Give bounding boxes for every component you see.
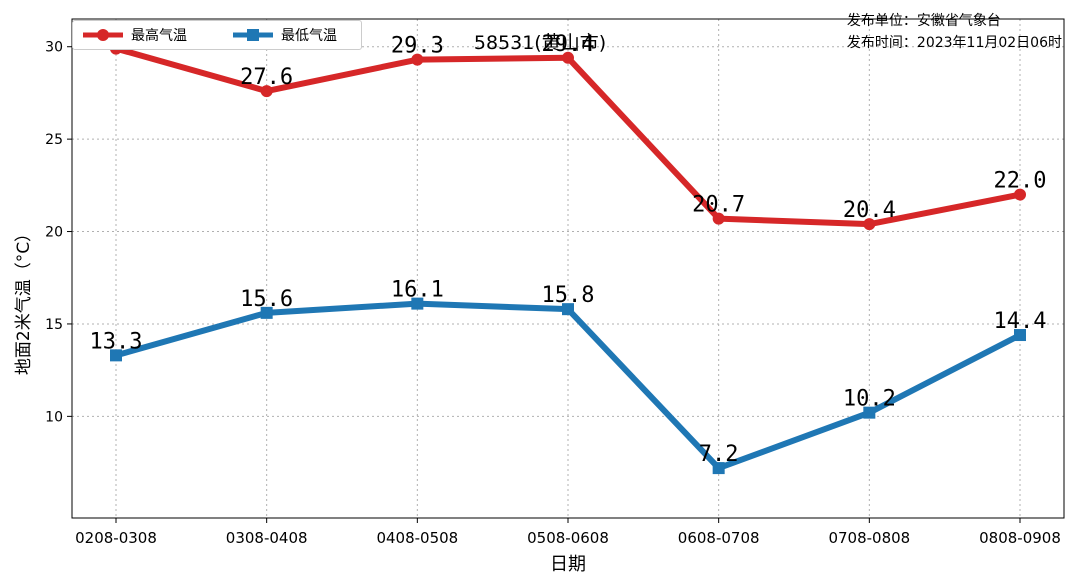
issue-time-value: 2023年11月02日06时 xyxy=(916,35,1062,51)
legend-item-min: 最低气温 xyxy=(231,21,337,49)
data-label: 27.6 xyxy=(240,65,293,90)
y-tick-label: 15 xyxy=(45,317,63,333)
data-label: 20.4 xyxy=(843,198,896,223)
x-tick-label: 0608-0708 xyxy=(678,529,760,547)
data-label: 29.4 xyxy=(542,32,595,57)
x-tick-label: 0308-0408 xyxy=(226,529,308,547)
data-label: 29.3 xyxy=(391,34,444,59)
x-tick-label: 0808-0908 xyxy=(979,529,1061,547)
data-label: 14.4 xyxy=(994,309,1047,334)
issue-time-line: 发布时间：2023年11月02日06时 xyxy=(847,32,1062,54)
legend-label-max: 最高气温 xyxy=(131,28,187,44)
data-point xyxy=(712,212,725,225)
issuer-info: 发布单位：安徽省气象台 发布时间：2023年11月02日06时 xyxy=(847,10,1062,54)
y-tick-label: 20 xyxy=(45,225,63,241)
data-point xyxy=(562,51,574,64)
y-tick-label: 25 xyxy=(45,132,63,148)
issue-time-label: 发布时间： xyxy=(846,35,917,51)
legend-label-min: 最低气温 xyxy=(281,28,337,44)
data-point xyxy=(411,53,424,66)
data-point xyxy=(863,218,876,231)
chart-title: 58531(黄山市) xyxy=(473,32,607,54)
legend-item-max: 最高气温 xyxy=(81,21,187,49)
issuer-line: 发布单位：安徽省气象台 xyxy=(847,10,1062,32)
data-point xyxy=(260,85,273,98)
y-axis-label: 地面2米气温（°C） xyxy=(14,225,34,375)
data-label: 10.2 xyxy=(843,387,896,412)
series-layer xyxy=(110,42,1026,475)
data-label: 16.1 xyxy=(391,278,444,303)
y-tick-label: 30 xyxy=(45,40,63,56)
data-point xyxy=(110,349,122,362)
axes: 10 15 20 25 30 0208-0308 0308-0408 0408-0508 050… xyxy=(45,18,1065,547)
data-label: 15.6 xyxy=(240,287,293,312)
legend: 最高气温 最低气温 xyxy=(72,20,362,50)
x-tick-label: 0208-0308 xyxy=(75,529,157,547)
y-tick-label: 10 xyxy=(45,409,63,425)
x-tick-label: 0408-0508 xyxy=(376,529,458,547)
data-label: 13.3 xyxy=(90,329,143,354)
plot-frame xyxy=(71,18,1065,519)
data-point xyxy=(1014,188,1026,201)
grid-lines xyxy=(72,19,1064,518)
x-tick-label: 0708-0808 xyxy=(828,529,910,547)
data-label: 7.2 xyxy=(699,442,739,467)
x-axis-label: 日期 xyxy=(550,554,586,575)
legend-circle-marker-icon xyxy=(83,29,123,41)
issuer-label: 发布单位： xyxy=(846,13,917,29)
legend-square-marker-icon xyxy=(233,29,273,41)
data-label: 15.8 xyxy=(542,283,595,308)
data-point xyxy=(562,303,574,316)
x-tick-label: 0508-0608 xyxy=(527,529,609,547)
data-point xyxy=(863,406,876,419)
data-point xyxy=(712,462,725,475)
data-point xyxy=(1014,329,1026,342)
issuer-value: 安徽省气象台 xyxy=(916,13,1001,29)
data-point xyxy=(260,306,273,319)
data-label: 20.7 xyxy=(692,193,745,218)
data-point xyxy=(411,297,424,310)
data-label: 22.0 xyxy=(994,169,1047,194)
